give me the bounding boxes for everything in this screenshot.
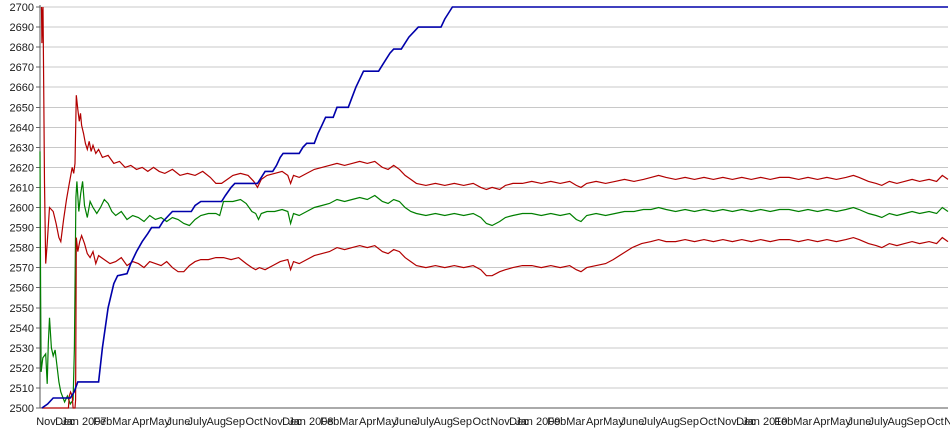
y-tick-label: 2510 (10, 383, 34, 395)
y-tick-label: 2590 (10, 223, 34, 235)
y-tick-label: 2530 (10, 343, 34, 355)
series-center-line (39, 151, 949, 406)
y-tick-label: 2560 (10, 283, 34, 295)
x-tick-label: June (393, 416, 417, 428)
y-tick-label: 2670 (10, 62, 34, 74)
y-tick-label: 2690 (10, 22, 34, 34)
x-tick-label: Nov (944, 416, 950, 428)
x-tick-label: July (642, 416, 662, 428)
x-tick-label: Jan 2010 (742, 416, 787, 428)
x-tick-label: Dec (736, 416, 756, 428)
x-tick-label: Apr (359, 416, 376, 428)
x-tick-label: Nov (263, 416, 283, 428)
x-tick-label: Apr (813, 416, 830, 428)
x-tick-label: Jan 2009 (515, 416, 560, 428)
x-tick-label: Dec (55, 416, 75, 428)
y-tick-label: 2680 (10, 42, 34, 54)
x-tick-label: Aug (660, 416, 680, 428)
x-tick-label: July (415, 416, 435, 428)
y-tick-label: 2540 (10, 323, 34, 335)
x-tick-label: July (869, 416, 889, 428)
x-tick-label: June (166, 416, 190, 428)
x-tick-label: Oct (700, 416, 717, 428)
x-tick-label: Jan 2007 (61, 416, 106, 428)
x-tick-label: Apr (132, 416, 149, 428)
x-tick-label: Nov (490, 416, 510, 428)
x-tick-label: July (188, 416, 208, 428)
x-tick-label: Mar (793, 416, 812, 428)
x-tick-label: Aug (206, 416, 226, 428)
x-tick-label: June (847, 416, 871, 428)
x-tick-label: June (620, 416, 644, 428)
series-lower-band (41, 233, 949, 409)
x-tick-label: Feb (547, 416, 566, 428)
x-tick-label: Feb (320, 416, 339, 428)
y-tick-label: 2500 (10, 403, 34, 415)
x-tick-label: May (603, 416, 624, 428)
y-tick-label: 2600 (10, 203, 34, 215)
x-tick-label: Dec (509, 416, 529, 428)
x-tick-label: Apr (586, 416, 603, 428)
x-tick-label: Aug (887, 416, 907, 428)
series-step-line (41, 6, 948, 409)
y-tick-label: 2570 (10, 263, 34, 275)
x-tick-label: May (830, 416, 851, 428)
x-tick-label: Sep (679, 416, 699, 428)
x-tick-label: May (149, 416, 170, 428)
y-tick-label: 2700 (10, 2, 34, 14)
y-tick-label: 2650 (10, 102, 34, 114)
x-tick-label: Jan 2008 (288, 416, 333, 428)
y-tick-label: 2640 (10, 122, 34, 134)
y-tick-label: 2520 (10, 363, 34, 375)
x-tick-label: Aug (433, 416, 453, 428)
y-tick-label: 2580 (10, 243, 34, 255)
x-tick-label: Feb (774, 416, 793, 428)
x-tick-label: Nov (36, 416, 56, 428)
y-tick-label: 2610 (10, 182, 34, 194)
x-tick-label: Oct (927, 416, 944, 428)
x-tick-label: Sep (906, 416, 926, 428)
y-tick-label: 2630 (10, 142, 34, 154)
x-tick-label: Oct (246, 416, 263, 428)
x-tick-label: Feb (93, 416, 112, 428)
x-tick-label: Oct (473, 416, 490, 428)
x-tick-label: Dec (282, 416, 302, 428)
series-upper-band (40, 6, 949, 264)
y-tick-label: 2620 (10, 162, 34, 174)
x-tick-label: Nov (717, 416, 737, 428)
x-tick-label: Sep (225, 416, 245, 428)
x-tick-label: Mar (112, 416, 131, 428)
x-tick-label: May (376, 416, 397, 428)
x-tick-label: Mar (566, 416, 585, 428)
y-tick-label: 2550 (10, 303, 34, 315)
x-tick-label: Sep (452, 416, 472, 428)
y-tick-label: 2660 (10, 82, 34, 94)
x-tick-label: Mar (339, 416, 358, 428)
